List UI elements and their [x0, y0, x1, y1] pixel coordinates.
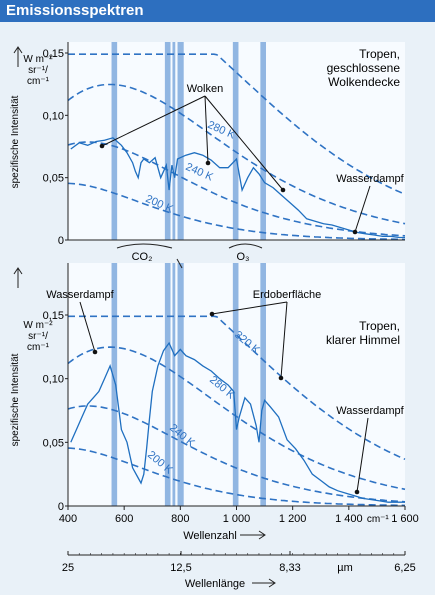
- annotation-surface-dot-1: [278, 375, 284, 381]
- planck-curve-bottom-200: [67, 447, 406, 507]
- y-tick-label-bottom-1: 0,10: [43, 374, 64, 386]
- y-tick-label-top-1: 0,10: [43, 110, 64, 122]
- planck-curve-top-320: [68, 53, 406, 196]
- absorption-band-bottom-0: [111, 263, 118, 506]
- annotation-watervapor-dot-top: [352, 229, 358, 235]
- panel-label-top: Tropen, geschlossene Wolkendecke: [327, 47, 401, 89]
- y-label-top: spezifische Intensität: [10, 95, 21, 188]
- x-axis-label: Wellenzahl: [183, 530, 237, 542]
- band-label-co2: CO₂: [132, 251, 153, 263]
- annotation-watervapor-right-line: [356, 417, 369, 493]
- wl-unit: µm: [337, 562, 353, 574]
- y-tick-label-top-2: 0,05: [43, 173, 64, 185]
- co2-pointer: [176, 258, 183, 269]
- annotation-watervapor-left-dot: [92, 349, 98, 355]
- co2-bracket: [116, 243, 173, 249]
- x-axis-arrow: [240, 530, 266, 540]
- x-unit: cm⁻¹: [367, 514, 390, 525]
- annotation-clouds-dot-1: [205, 160, 211, 166]
- y-axis-top: spezifische Intensität W m⁻² sr⁻¹/cm⁻¹: [10, 54, 53, 188]
- annotation-clouds-line-1: [204, 95, 209, 164]
- absorption-band-top-3: [177, 42, 184, 240]
- absorption-band-bottom-1: [164, 263, 171, 506]
- absorption-band-top-0: [111, 42, 118, 240]
- figure-title: Emissionsspektren: [6, 2, 144, 19]
- annotation-watervapor-right: Wasserdampf: [336, 405, 404, 417]
- y-label-bottom: spezifische Intensität: [10, 353, 21, 446]
- wl-axis-arrow: [252, 578, 276, 588]
- annotation-surface-line-1: [280, 301, 288, 379]
- y-unit-top: W m⁻² sr⁻¹/cm⁻¹: [23, 54, 53, 87]
- absorption-band-bottom-3: [177, 263, 184, 506]
- annotation-surface: Erdoberfläche: [253, 289, 322, 301]
- wavelength-axis: 25 12,5 8,33 6,25 µm Wellenlänge: [62, 551, 416, 590]
- wl-axis-label: Wellenlänge: [185, 578, 245, 590]
- x-tick-label-2: 800: [171, 513, 189, 525]
- planck-curve-bottom-280: [67, 346, 406, 491]
- panel-label-bottom: Tropen, klarer Himmel: [326, 319, 400, 347]
- planck-curve-bottom-240: [67, 405, 406, 503]
- wl-tick-label-1: 12,5: [170, 562, 191, 574]
- y-axis-arrow-top: [13, 46, 23, 67]
- absorption-band-top-4: [232, 42, 239, 240]
- wl-tick-label-2: 8,33: [279, 562, 300, 574]
- spectrum-line-top: [70, 137, 405, 239]
- x-tick-label-1: 600: [115, 513, 133, 525]
- band-label-o3: O₃: [236, 251, 249, 263]
- annotation-watervapor-top: Wasserdampf: [336, 173, 404, 185]
- wl-tick-label-3: 6,25: [394, 562, 415, 574]
- annotation-clouds-line-2: [204, 95, 284, 191]
- y-tick-label-bottom-2: 0,05: [43, 437, 64, 449]
- absorption-band-bottom-2: [172, 263, 176, 506]
- o3-bracket: [228, 243, 263, 249]
- absorption-band-top-2: [172, 42, 176, 240]
- annotation-surface-line-0: [211, 301, 288, 315]
- y-axis-arrow-bottom: [13, 267, 23, 288]
- annotation-clouds-line-0: [101, 95, 206, 147]
- annotation-clouds-dot-0: [99, 143, 105, 149]
- absorption-band-top-5: [260, 42, 266, 240]
- planck-curve-bottom-320: [68, 315, 406, 461]
- y-tick-label-bottom-0: 0,15: [43, 310, 64, 322]
- y-tick-label-bottom-3: 0: [58, 501, 64, 513]
- annotation-watervapor-left: Wasserdampf: [46, 289, 114, 301]
- spectrum-line-bottom: [70, 341, 405, 503]
- x-tick-label-4: 1 200: [279, 513, 307, 525]
- y-unit-bottom: W m⁻² sr⁻¹/cm⁻¹: [23, 320, 53, 353]
- y-tick-label-top-0: 0,15: [43, 48, 64, 60]
- x-tick-label-6: 1 600: [391, 513, 419, 525]
- x-tick-label-5: 1 400: [335, 513, 363, 525]
- absorption-band-bottom-5: [260, 263, 266, 506]
- annotation-watervapor-left-line: [79, 301, 96, 353]
- y-axis-bottom: spezifische Intensität W m⁻² sr⁻¹/cm⁻¹: [10, 320, 53, 446]
- annotation-clouds-top: Wolken: [187, 83, 223, 95]
- annotation-watervapor-line-top: [354, 185, 371, 233]
- planck-curve-top-280: [67, 83, 406, 225]
- annotation-surface-dot-0: [209, 311, 215, 317]
- emission-spectra-figure: spezifische Intensität W m⁻² sr⁻¹/cm⁻¹ sp…: [10, 42, 419, 590]
- title-bar: Emissionsspektren: [0, 0, 435, 22]
- wl-tick-label-0: 25: [62, 562, 74, 574]
- annotation-watervapor-right-dot: [354, 489, 360, 495]
- absorption-band-bottom-4: [232, 263, 239, 506]
- planck-curve-top-200: [67, 182, 405, 241]
- x-tick-label-3: 1 000: [223, 513, 251, 525]
- annotation-clouds-dot-2: [280, 187, 286, 193]
- y-tick-label-top-3: 0: [58, 235, 64, 247]
- absorption-band-top-1: [164, 42, 171, 240]
- x-tick-label-0: 400: [59, 513, 77, 525]
